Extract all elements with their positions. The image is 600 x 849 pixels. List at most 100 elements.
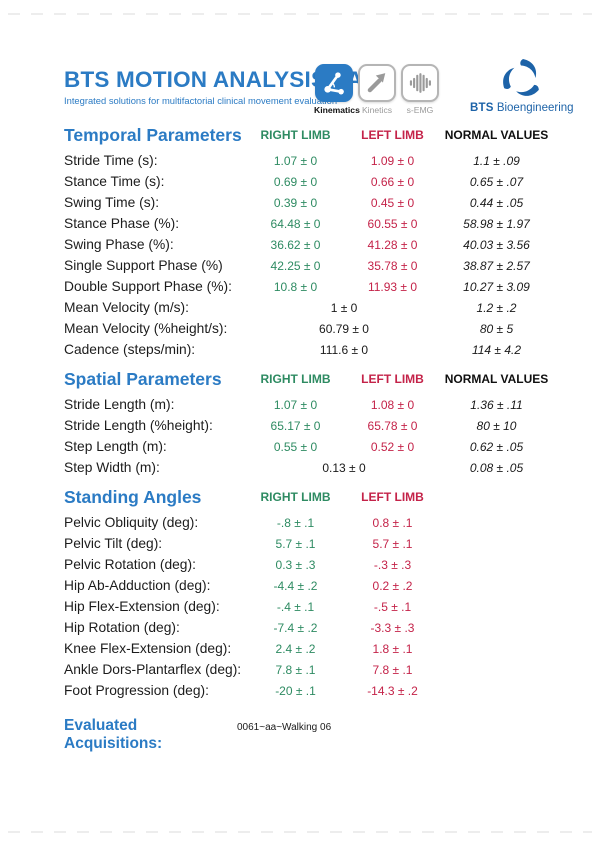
row-label: Hip Flex-Extension (deg): [64,599,220,614]
section-temporal-parameters: Temporal Parameters RIGHT LIMB LEFT LIMB NO… [64,125,552,360]
module-kinematics: Kinematics [314,64,360,115]
right-limb-value: 0.3 ± .3 [275,557,316,572]
column-header-left-limb: LEFT LIMB [361,372,424,386]
left-limb-value: -3.3 ± .3 [370,620,415,635]
combined-limbs-value: 111.6 ± 0 [319,342,369,357]
normal-value [441,533,552,554]
normal-value [441,575,552,596]
left-limb-value: 0.8 ± .1 [372,515,413,530]
combined-limbs-value: 0.13 ± 0 [322,460,366,475]
module-semg-tile [401,64,439,102]
table-row: Knee Flex-Extension (deg): 2.4 ± .2 1.8 ± … [64,638,552,659]
row-label: Ankle Dors-Plantarflex (deg): [64,662,242,677]
column-header-right-limb: RIGHT LIMB [260,490,331,504]
table-row: Foot Progression (deg): -20 ± .1 -14.3 ± .… [64,680,552,701]
combined-limbs-value: 1 ± 0 [330,300,358,315]
normal-value: 58.98 ± 1.97 [463,216,530,231]
left-limb-value: -.3 ± .3 [373,557,412,572]
row-label: Foot Progression (deg): [64,683,209,698]
table-row: Swing Phase (%): 36.62 ± 0 41.28 ± 0 40.03 … [64,234,552,255]
normal-value: 1.1 ± .09 [473,153,520,168]
acquisition-name: 0061~aa~Walking 06 [237,722,332,733]
page-edge-perforation-top [8,13,592,15]
evaluated-acquisitions-label: Evaluated Acquisitions: [64,717,163,752]
right-limb-value: 5.7 ± .1 [275,536,316,551]
right-limb-value: -.4 ± .1 [276,599,315,614]
normal-value: 114 ± 4.2 [471,342,522,357]
module-kinematics-label: Kinematics [314,105,360,115]
left-limb-value: 7.8 ± .1 [372,662,413,677]
row-label: Stride Time (s): [64,153,158,168]
standing-angles-table: Standing Angles RIGHT LIMB LEFT LIMB Pelvic… [64,487,552,701]
right-limb-value: 0.69 ± 0 [273,174,318,189]
right-limb-value: -.8 ± .1 [276,515,315,530]
column-header-left-limb: LEFT LIMB [361,128,424,142]
left-limb-value: 0.52 ± 0 [370,439,415,454]
module-kinetics-tile [358,64,396,102]
table-row: Swing Time (s): 0.39 ± 0 0.45 ± 0 0.44 ± .0… [64,192,552,213]
table-row: Ankle Dors-Plantarflex (deg): 7.8 ± .1 7.8… [64,659,552,680]
left-limb-value: 65.78 ± 0 [367,418,418,433]
normal-value [441,596,552,617]
row-label: Pelvic Rotation (deg): [64,557,196,572]
row-label: Mean Velocity (%height/s): [64,321,228,336]
table-row: Stride Length (m): 1.07 ± 0 1.08 ± 0 1.36 ±… [64,394,552,415]
right-limb-value: 1.07 ± 0 [273,397,318,412]
section-title: Temporal Parameters [64,125,242,145]
normal-value [441,680,552,701]
normal-value: 0.62 ± .05 [469,439,524,454]
left-limb-value: 5.7 ± .1 [372,536,413,551]
right-limb-value: 64.48 ± 0 [270,216,321,231]
normal-value: 10.27 ± 3.09 [463,279,530,294]
right-limb-value: 10.8 ± 0 [273,279,318,294]
module-kinetics-label: Kinetics [361,105,393,115]
module-kinetics: Kinetics [357,64,397,115]
column-header-right-limb: RIGHT LIMB [260,372,331,386]
table-row: Step Length (m): 0.55 ± 0 0.52 ± 0 0.62 ± .… [64,436,552,457]
right-limb-value: 36.62 ± 0 [270,237,321,252]
bts-bioengineering-logo: BTS Bioengineering [470,56,574,114]
section-title-cell: Temporal Parameters [64,125,247,150]
normal-value: 1.2 ± .2 [476,300,517,315]
table-row: Cadence (steps/min): 111.6 ± 0 114 ± 4.2 [64,339,552,360]
section-title-cell: Spatial Parameters [64,369,247,394]
column-header-normal-values: NORMAL VALUES [444,128,549,142]
lab-title: BTS MOTION ANALYSIS LAB [64,67,380,92]
section-standing-angles: Standing Angles RIGHT LIMB LEFT LIMB Pelvic… [64,487,552,701]
row-label: Pelvic Tilt (deg): [64,536,163,551]
table-row: Pelvic Tilt (deg): 5.7 ± .1 5.7 ± .1 [64,533,552,554]
table-row: Stance Phase (%): 64.48 ± 0 60.55 ± 0 58.98… [64,213,552,234]
column-header-left-limb: LEFT LIMB [361,490,424,504]
temporal-parameters-table: Temporal Parameters RIGHT LIMB LEFT LIMB NO… [64,125,552,360]
normal-value [441,512,552,533]
right-limb-value: 7.8 ± .1 [275,662,316,677]
row-label: Pelvic Obliquity (deg): [64,515,199,530]
right-limb-value: 42.25 ± 0 [270,258,321,273]
normal-value [441,554,552,575]
row-label: Single Support Phase (%) [64,258,223,273]
spatial-parameters-table: Spatial Parameters RIGHT LIMB LEFT LIMB NOR… [64,369,552,478]
row-label: Step Length (m): [64,439,167,454]
table-row: Pelvic Rotation (deg): 0.3 ± .3 -.3 ± .3 [64,554,552,575]
right-limb-value: 0.55 ± 0 [273,439,318,454]
normal-value: 0.44 ± .05 [469,195,524,210]
combined-limbs-value: 60.79 ± 0 [319,321,369,336]
normal-value: 80 ± 5 [479,321,514,336]
section-header-row: Spatial Parameters RIGHT LIMB LEFT LIMB NOR… [64,369,552,394]
section-spatial-parameters: Spatial Parameters RIGHT LIMB LEFT LIMB NOR… [64,369,552,478]
normal-value: 80 ± 10 [476,418,517,433]
normal-value: 38.87 ± 2.57 [463,258,530,273]
normal-value: 0.08 ± .05 [469,460,524,475]
logo-text-bioengineering: Bioengineering [496,102,574,114]
right-limb-value: 0.39 ± 0 [273,195,318,210]
row-label: Double Support Phase (%): [64,279,232,294]
right-limb-value: 65.17 ± 0 [270,418,321,433]
table-row: Pelvic Obliquity (deg): -.8 ± .1 0.8 ± .1 [64,512,552,533]
column-spacer [441,487,552,512]
left-limb-value: -14.3 ± .2 [367,683,418,698]
evaluated-acquisitions: Evaluated Acquisitions: 0061~aa~Walking … [64,717,552,753]
lab-brand: BTS MOTION ANALYSIS LAB Integrated solut… [64,56,380,106]
left-limb-value: -.5 ± .1 [373,599,412,614]
table-row: Single Support Phase (%) 42.25 ± 0 35.78 ±… [64,255,552,276]
